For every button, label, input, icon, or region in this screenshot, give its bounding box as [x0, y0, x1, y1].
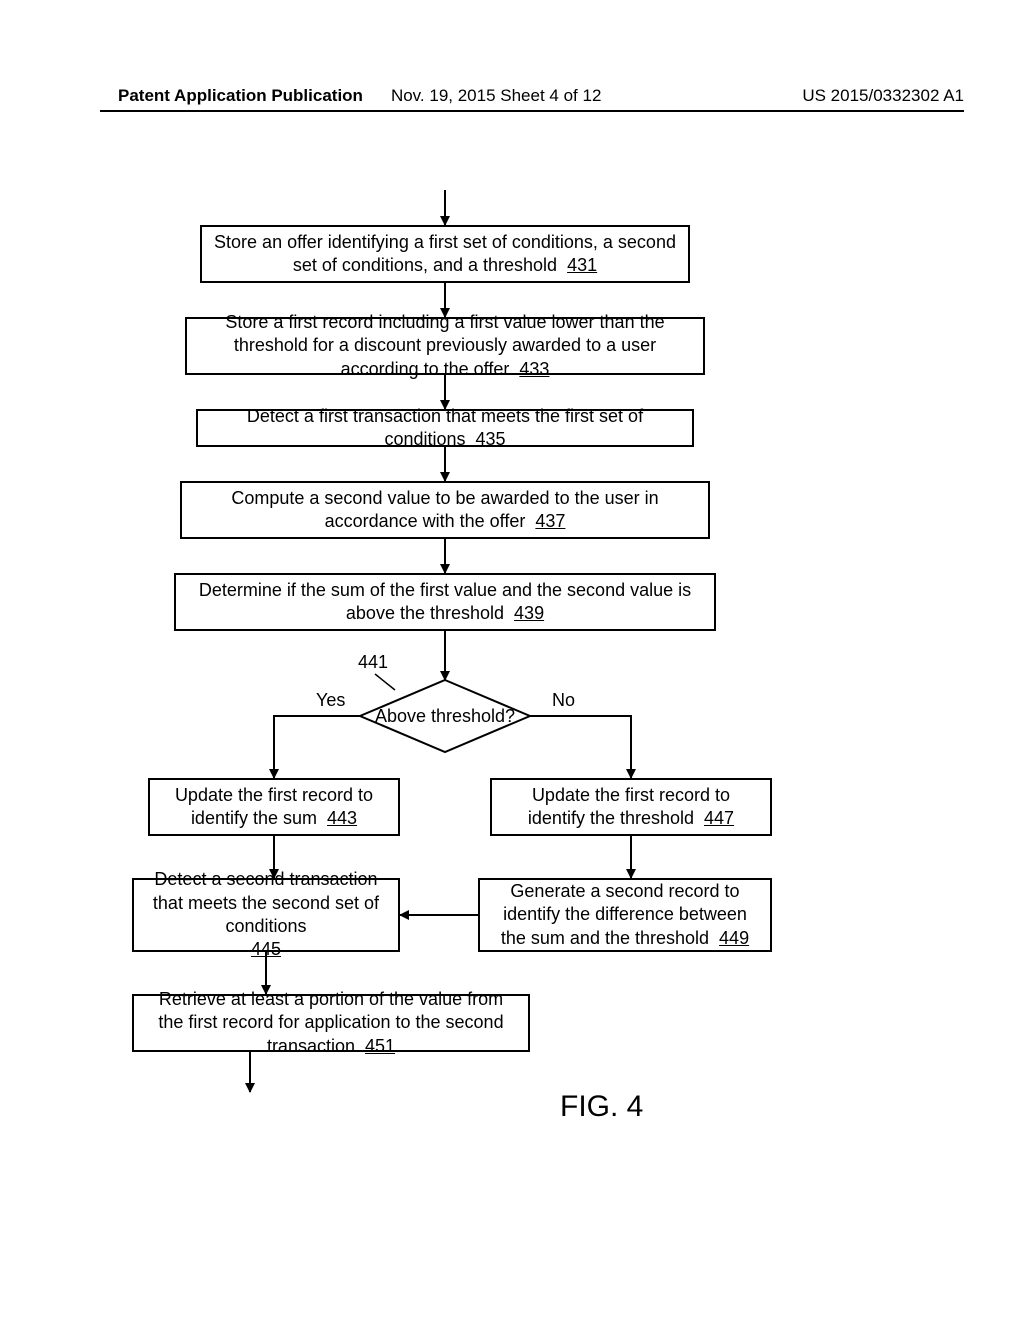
flowchart-svg: Above threshold?	[0, 0, 1024, 1320]
decision-text: Above threshold?	[375, 706, 515, 726]
